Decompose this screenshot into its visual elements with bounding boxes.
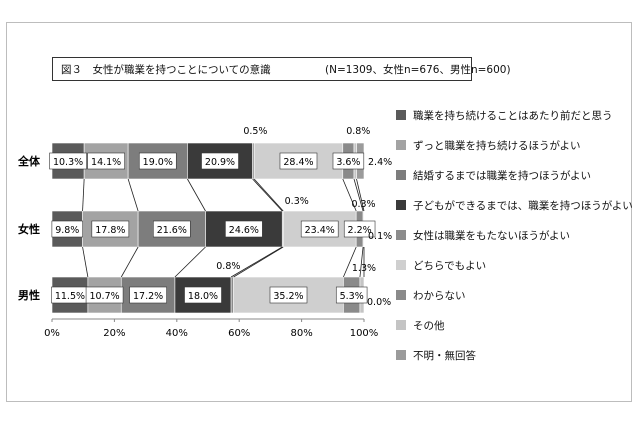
data-label: 24.6% — [229, 225, 259, 236]
legend-swatch — [396, 260, 406, 270]
legend-swatch — [396, 170, 406, 180]
series-connector-line — [82, 178, 85, 212]
data-label-box — [138, 152, 177, 170]
data-label-box — [332, 152, 365, 170]
series-connector-line — [187, 178, 206, 212]
category-label: 女性 — [18, 222, 40, 236]
legend-label: 結婚するまでは職業を持つほうがよい — [413, 170, 591, 182]
series-connector-line — [174, 246, 206, 278]
data-label: 10.7% — [89, 291, 119, 302]
legend-label: 子どもができるまでは、職業を持つほうがよい — [413, 200, 633, 212]
data-label: 11.5% — [55, 291, 85, 302]
series-connector-line — [253, 178, 284, 212]
legend-label: どちらでもよい — [413, 260, 487, 272]
data-label: 0.8% — [346, 126, 370, 137]
category-label: 男性 — [18, 288, 40, 302]
legend-label: その他 — [413, 320, 445, 332]
data-label-box — [335, 286, 368, 304]
legend-swatch — [396, 350, 406, 360]
data-label: 20.9% — [205, 157, 235, 168]
data-label: 17.8% — [95, 225, 125, 236]
data-label: 3.6% — [336, 157, 360, 168]
legend-label: わからない — [413, 290, 466, 302]
data-label: 21.6% — [157, 225, 187, 236]
data-label-box — [153, 220, 191, 238]
data-label-box — [129, 286, 167, 304]
x-tick-label: 20% — [103, 328, 125, 339]
data-label-box — [269, 286, 308, 304]
data-label: 0.8% — [216, 261, 240, 272]
data-label: 18.0% — [188, 291, 218, 302]
data-label: 17.2% — [133, 291, 163, 302]
data-label-box — [300, 220, 339, 238]
data-label: 2.4% — [368, 157, 392, 168]
data-label: 0.5% — [243, 126, 267, 137]
data-label: 0.1% — [368, 231, 392, 242]
category-label: 全体 — [17, 154, 41, 168]
series-connector-line — [353, 178, 364, 212]
data-label-box — [201, 152, 239, 170]
data-label-box — [184, 286, 222, 304]
bar-segment — [230, 276, 234, 314]
data-label: 2.2% — [348, 225, 372, 236]
series-connector-line — [127, 178, 139, 212]
data-label: 23.4% — [305, 225, 335, 236]
legend-label: 不明・無回答 — [413, 350, 476, 362]
data-label: 19.0% — [143, 157, 173, 168]
legend-swatch — [396, 140, 406, 150]
x-tick-label: 60% — [228, 328, 250, 339]
data-label: 0.3% — [285, 196, 309, 207]
series-connector-line — [233, 246, 284, 278]
legend-label: 職業を持ち続けることはあたり前だと思う — [413, 110, 613, 122]
series-connector-line — [230, 246, 283, 278]
series-connector-line — [120, 246, 139, 278]
series-connector-line — [359, 246, 364, 278]
data-label-box — [91, 220, 130, 238]
x-tick-label: 100% — [350, 328, 379, 339]
data-label-box — [51, 220, 83, 238]
data-label-box — [87, 152, 125, 170]
data-label-box — [343, 220, 376, 238]
data-label: 5.3% — [340, 291, 364, 302]
series-connector-line — [342, 178, 357, 212]
data-label: 0.0% — [367, 297, 391, 308]
x-tick-label: 80% — [290, 328, 312, 339]
chart-title: 図３ 女性が職業を持つことについての意識 — [61, 64, 271, 76]
x-tick-label: 40% — [166, 328, 188, 339]
legend-swatch — [396, 320, 406, 330]
data-label-box — [85, 286, 124, 304]
legend-swatch — [396, 290, 406, 300]
data-label-box — [279, 152, 318, 170]
data-label: 35.2% — [273, 291, 303, 302]
x-tick-label: 0% — [44, 328, 60, 339]
chart-sample-size: (N=1309、女性n=676、男性n=600) — [325, 64, 511, 76]
legend-swatch — [396, 110, 406, 120]
legend-swatch — [396, 230, 406, 240]
data-label: 0.3% — [351, 199, 375, 210]
series-connector-line — [343, 246, 357, 278]
data-label: 1.3% — [352, 263, 376, 274]
data-label: 28.4% — [283, 157, 313, 168]
series-connector-line — [82, 246, 89, 278]
data-label-box — [225, 220, 263, 238]
legend-label: ずっと職業を持ち続けるほうがよい — [413, 140, 581, 152]
data-label-box — [49, 152, 87, 170]
series-connector-line — [252, 178, 283, 212]
data-label: 10.3% — [53, 157, 83, 168]
data-label: 14.1% — [91, 157, 121, 168]
chart-frame — [6, 22, 632, 402]
legend-swatch — [396, 200, 406, 210]
legend-label: 女性は職業をもたないほうがよい — [413, 230, 570, 242]
chart-title-box: 図３ 女性が職業を持つことについての意識 (N=1309、女性n=676、男性n… — [52, 57, 511, 81]
series-connector-line — [356, 178, 365, 212]
data-label: 9.8% — [55, 225, 79, 236]
